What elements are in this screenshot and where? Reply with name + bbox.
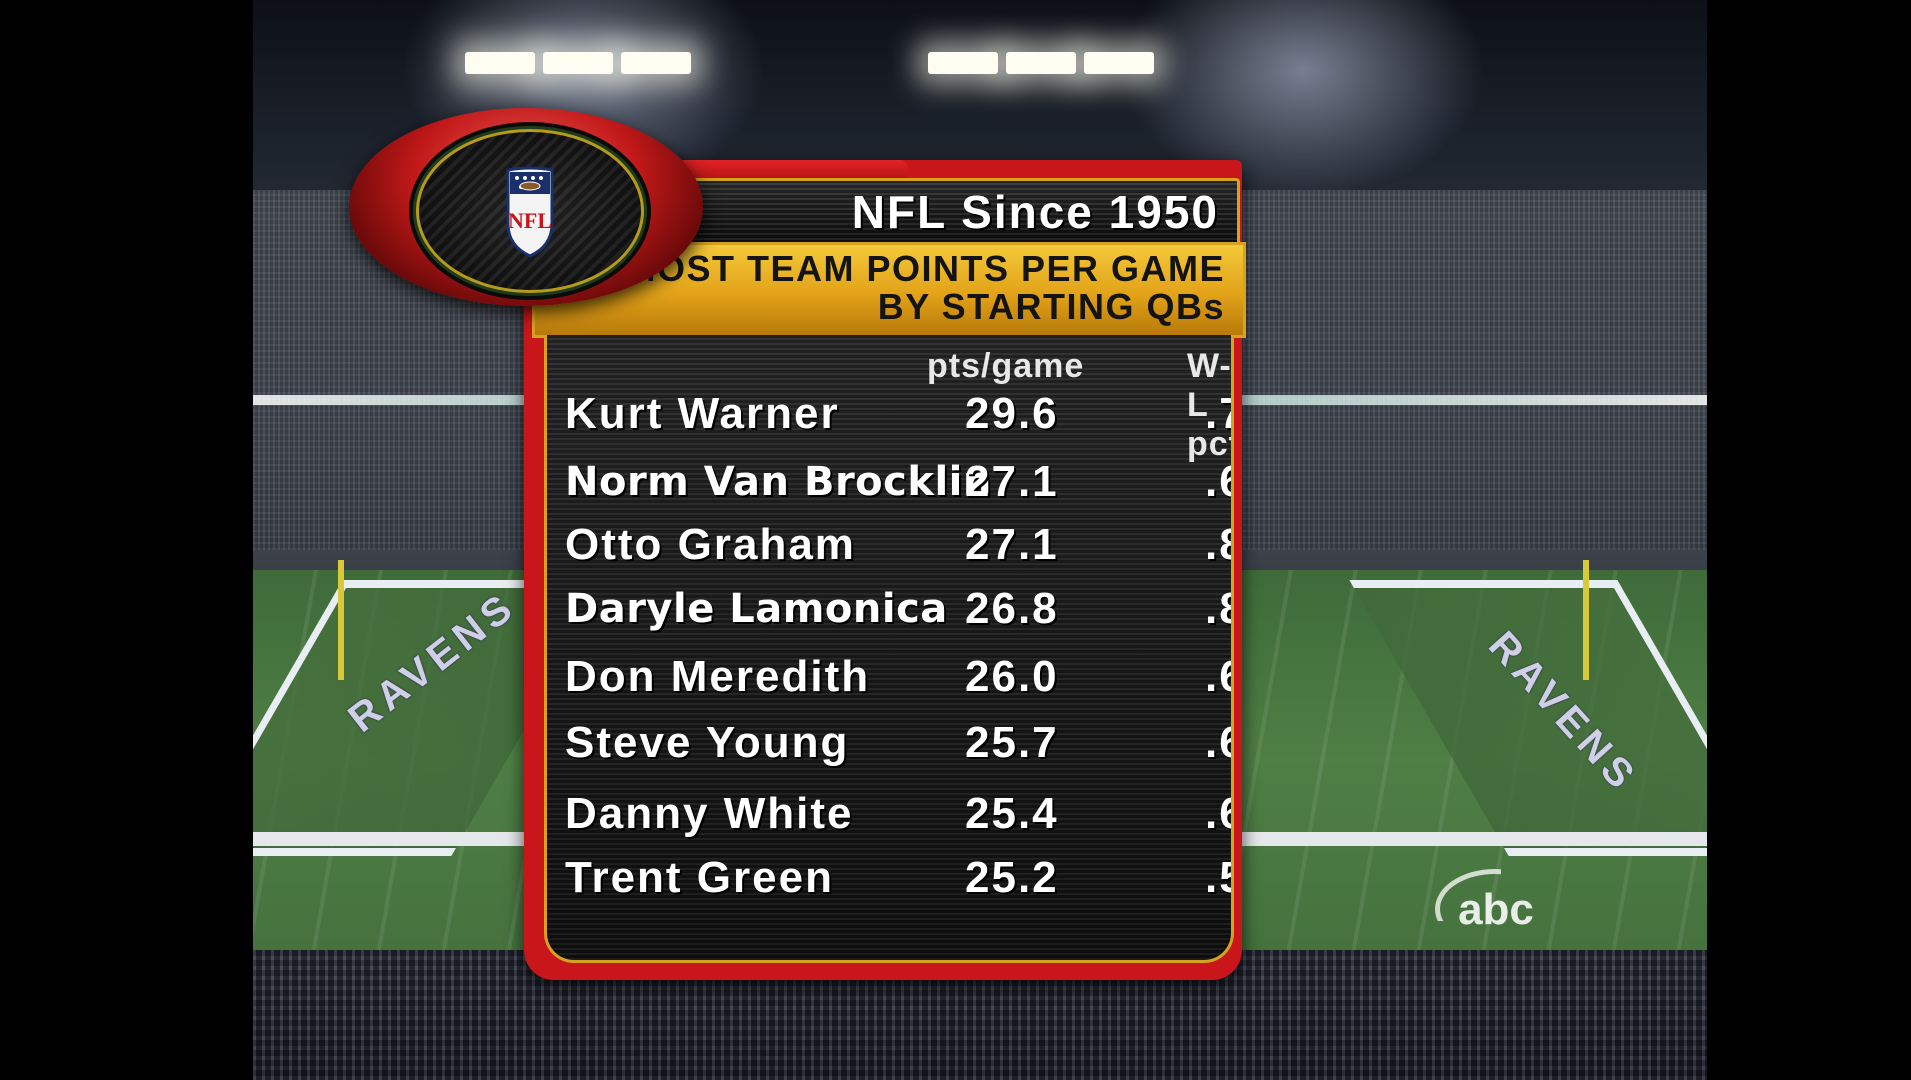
table-row: Norm Van Brocklin 27.1 .630 [565, 451, 1231, 513]
qb-wl-pct: .657 [1205, 718, 1231, 767]
nfl-logo-badge: NFL [349, 108, 703, 306]
graphic-subtitle-line2: BY STARTING QBs [877, 286, 1225, 327]
table-row: Otto Graham 27.1 .814 [565, 514, 1231, 576]
column-header-wl: W-L pct. [1187, 347, 1232, 463]
qb-name: Daryle Lamonica [565, 586, 948, 632]
qb-wl-pct: .500 [1205, 853, 1231, 902]
qb-pts-per-game: 27.1 [965, 520, 1059, 569]
network-bug: abc [1435, 869, 1551, 945]
nfl-logo-badge-inner: NFL [409, 122, 651, 300]
qb-pts-per-game: 29.6 [965, 389, 1059, 438]
video-frame: RAVENS RAVENS abc NFL Since 1950 MOST TE… [253, 0, 1707, 1080]
qb-pts-per-game: 25.4 [965, 789, 1059, 838]
qb-pts-per-game: 26.0 [965, 652, 1059, 701]
nfl-shield-letters: NFL [508, 208, 552, 233]
qb-wl-pct: .674 [1205, 789, 1231, 838]
table-row: Daryle Lamonica 26.8 .801 [565, 578, 1231, 640]
qb-name: Trent Green [565, 853, 834, 902]
table-row: Don Meredith 26.0 .600 [565, 646, 1231, 708]
qb-name: Kurt Warner [565, 389, 840, 438]
abc-ring-icon [1435, 869, 1501, 921]
qb-wl-pct: .814 [1205, 520, 1231, 569]
qb-name: Norm Van Brocklin [565, 459, 992, 505]
qb-wl-pct: .704 [1205, 389, 1231, 438]
graphic-subtitle-line1: MOST TEAM POINTS PER GAME [625, 248, 1225, 289]
qb-name: Steve Young [565, 718, 850, 767]
table-row: Trent Green 25.2 .500 [565, 847, 1231, 909]
qb-wl-pct: .600 [1205, 652, 1231, 701]
stadium-light [1084, 52, 1154, 74]
qb-name: Danny White [565, 789, 854, 838]
goalpost-left [338, 560, 344, 680]
table-row: Steve Young 25.7 .657 [565, 712, 1231, 774]
qb-pts-per-game: 26.8 [965, 584, 1059, 633]
graphic-title: NFL Since 1950 [851, 186, 1219, 238]
qb-pts-per-game: 27.1 [965, 457, 1059, 506]
stats-table: pts/game W-L pct. Kurt Warner 29.6 .704 … [544, 335, 1234, 963]
table-row: Kurt Warner 29.6 .704 [565, 383, 1231, 445]
goalpost-right [1583, 560, 1589, 680]
qb-pts-per-game: 25.7 [965, 718, 1059, 767]
nfl-shield-icon: NFL [506, 166, 554, 258]
table-row: Danny White 25.4 .674 [565, 783, 1231, 845]
stadium-light [465, 52, 535, 74]
qb-name: Don Meredith [565, 652, 871, 701]
stadium-light [1006, 52, 1076, 74]
qb-wl-pct: .801 [1205, 584, 1231, 633]
stadium-light [543, 52, 613, 74]
stadium-light [621, 52, 691, 74]
qb-name: Otto Graham [565, 520, 856, 569]
qb-wl-pct: .630 [1205, 457, 1231, 506]
stadium-light [928, 52, 998, 74]
qb-pts-per-game: 25.2 [965, 853, 1059, 902]
column-header-pts: pts/game [927, 347, 1085, 385]
